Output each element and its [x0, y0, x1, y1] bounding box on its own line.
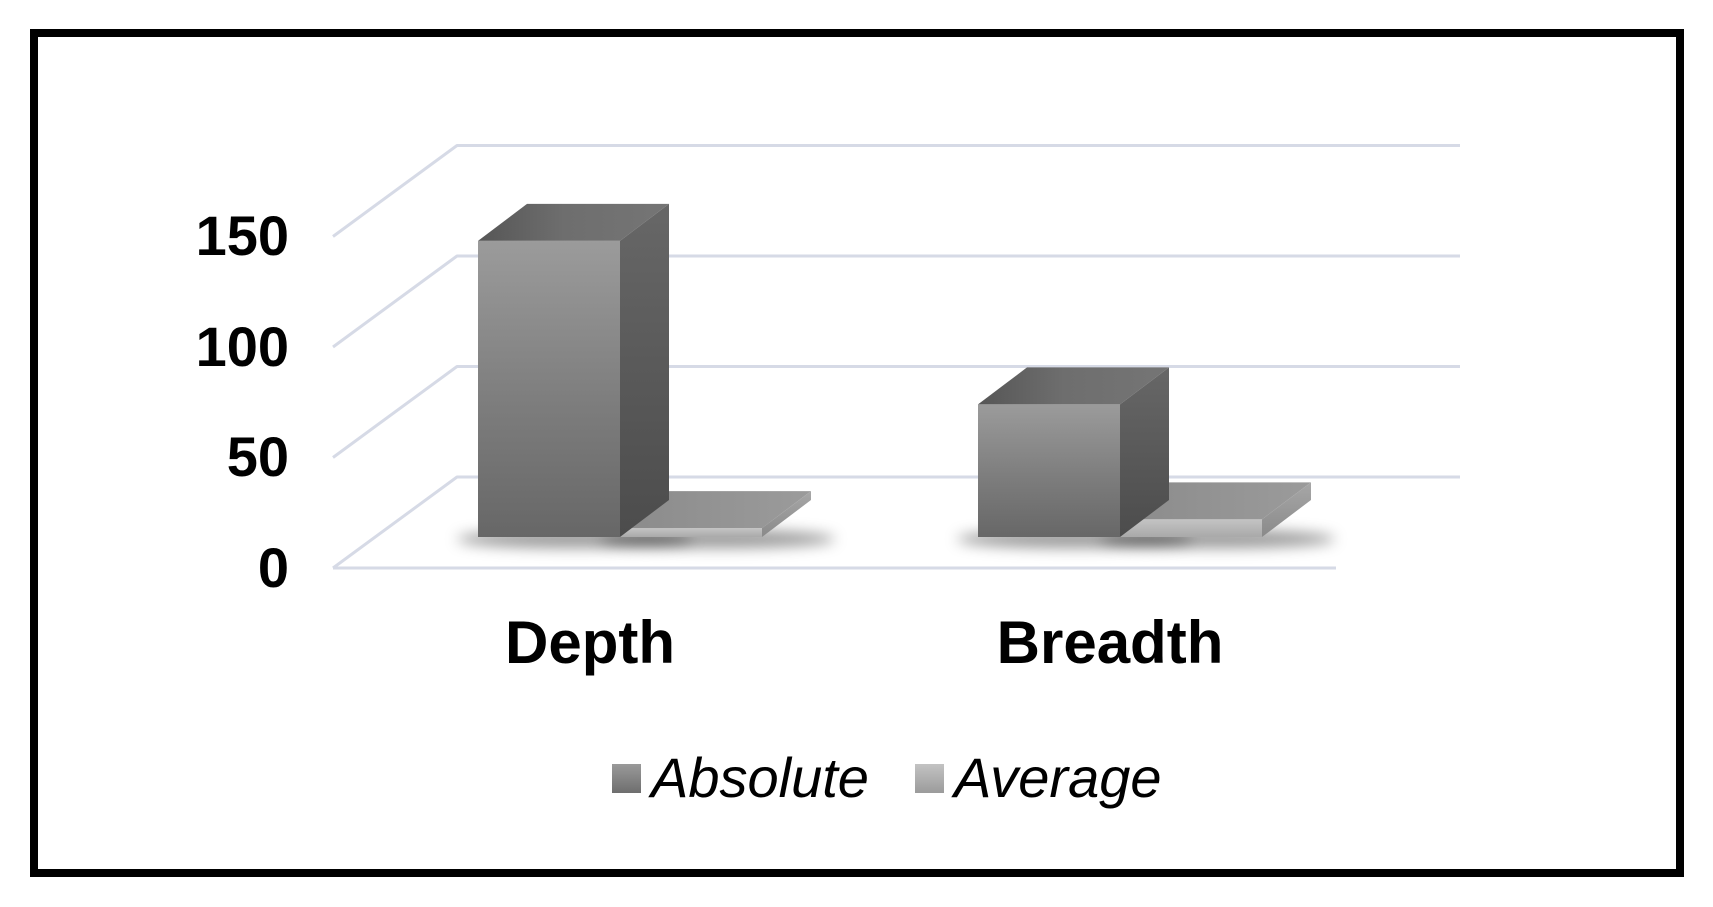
y-axis-tick-label: 150: [195, 204, 289, 267]
bars: [478, 203, 1311, 538]
y-axis-tick-label: 0: [257, 536, 289, 599]
legend-swatch-average-icon: [914, 763, 944, 793]
legend-item-absolute: Absolute: [612, 748, 869, 808]
category-label-depth: Depth: [505, 609, 675, 676]
y-axis-tick-label: 100: [195, 315, 289, 378]
legend: Absolute Average: [612, 748, 1162, 808]
legend-label-absolute: Absolute: [651, 746, 869, 809]
figure-border: [30, 29, 1684, 877]
y-axis-tick-label: 50: [226, 425, 289, 488]
legend-label-average: Average: [953, 746, 1162, 809]
legend-swatch-absolute-icon: [612, 763, 641, 793]
legend-item-average: Average: [914, 746, 1162, 809]
category-label-breadth: Breadth: [996, 609, 1224, 676]
